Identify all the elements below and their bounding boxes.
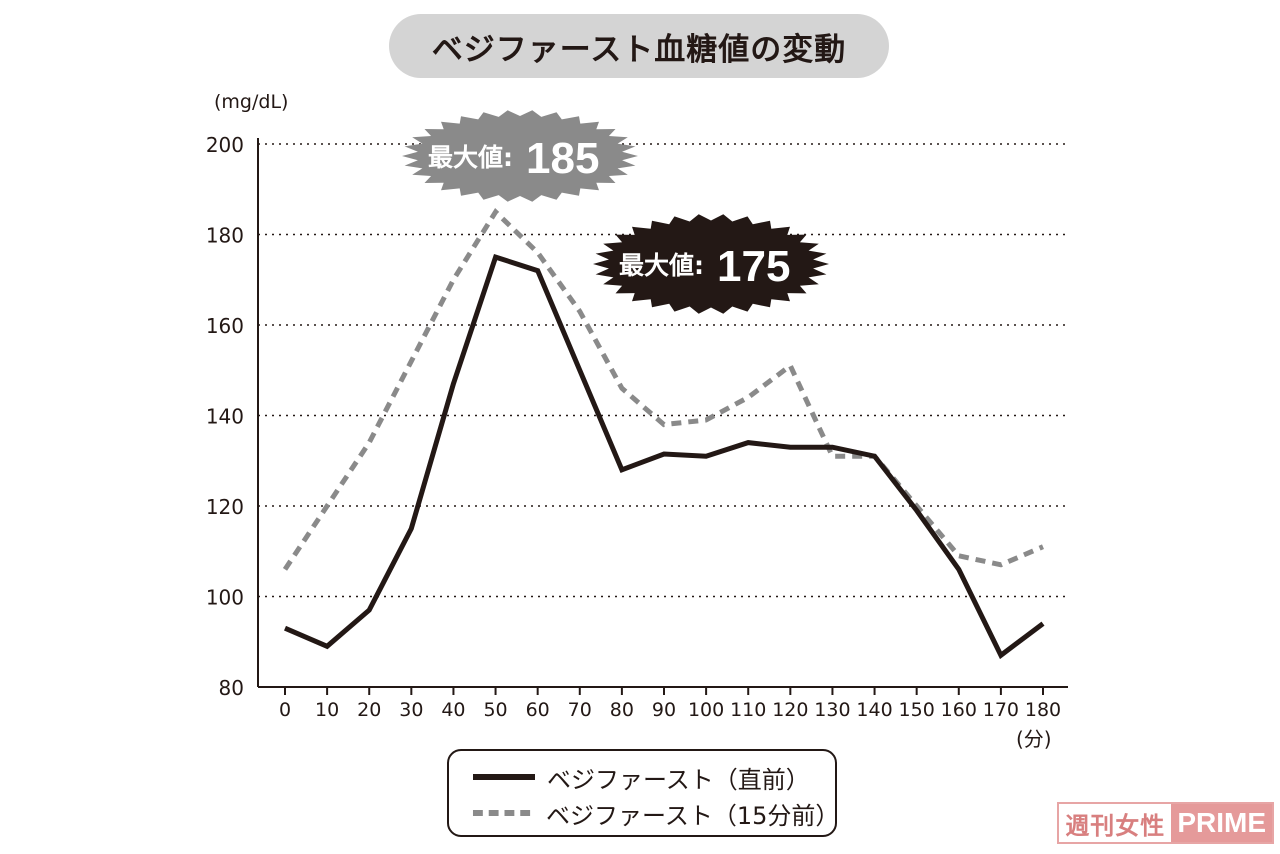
y-tick-label-200: 200 bbox=[206, 133, 244, 157]
x-tick-label-30: 30 bbox=[399, 699, 423, 721]
tick-labels: 80 100 120 140 160 180 200 (mg/dL) 0 10 20 30 40 50 60… bbox=[206, 91, 1061, 751]
y-tick-label-100: 100 bbox=[206, 586, 244, 610]
axes bbox=[257, 138, 1068, 695]
max-annotations: 最大値: 185 最大値: 175 bbox=[402, 110, 829, 314]
max-burst-185 bbox=[402, 110, 638, 202]
max-value-185: 185 bbox=[526, 134, 599, 183]
y-tick-label-120: 120 bbox=[206, 495, 244, 519]
y-tick-label-140: 140 bbox=[206, 405, 244, 429]
max-burst-175 bbox=[593, 214, 829, 314]
x-tick-label-160: 160 bbox=[941, 699, 977, 721]
x-tick-label-170: 170 bbox=[983, 699, 1019, 721]
y-tick-label-180: 180 bbox=[206, 224, 244, 248]
x-tick-label-50: 50 bbox=[483, 699, 507, 721]
series-lines bbox=[282, 207, 1045, 660]
watermark-logo: 週刊女性 PRIME bbox=[1057, 802, 1274, 844]
x-tick-label-130: 130 bbox=[814, 699, 850, 721]
legend-dashed-swatch bbox=[472, 810, 535, 816]
grid-lines bbox=[258, 143, 1068, 598]
x-tick-label-60: 60 bbox=[526, 699, 550, 721]
max-value-175: 175 bbox=[717, 242, 790, 291]
x-tick-label-120: 120 bbox=[772, 699, 808, 721]
y-tick-label-160: 160 bbox=[206, 314, 244, 338]
legend-label-dashed: ベジファースト（15分前） bbox=[546, 801, 840, 830]
watermark-left: 週刊女性 bbox=[1059, 804, 1172, 842]
legend-item-solid: ベジファースト（直前） bbox=[471, 759, 810, 795]
y-tick-label-80: 80 bbox=[219, 676, 244, 700]
x-tick-label-70: 70 bbox=[568, 699, 592, 721]
chart-title-pill: ベジファースト血糖値の変動 bbox=[389, 14, 889, 78]
legend-solid-swatch bbox=[473, 774, 535, 780]
legend: ベジファースト（直前） ベジファースト（15分前） bbox=[447, 749, 840, 837]
x-tick-label-140: 140 bbox=[856, 699, 892, 721]
series-line-just-before bbox=[284, 253, 1045, 660]
x-tick-label-110: 110 bbox=[730, 699, 766, 721]
x-tick-label-150: 150 bbox=[899, 699, 935, 721]
legend-label-solid: ベジファースト（直前） bbox=[547, 765, 810, 794]
max-label-185: 最大値: bbox=[428, 143, 513, 172]
series-line-15min-before bbox=[282, 207, 1044, 571]
watermark-right: PRIME bbox=[1171, 804, 1272, 842]
x-tick-label-90: 90 bbox=[652, 699, 676, 721]
x-tick-label-80: 80 bbox=[610, 699, 634, 721]
x-tick-label-0: 0 bbox=[279, 699, 291, 721]
max-label-175: 最大値: bbox=[619, 251, 704, 280]
x-tick-label-40: 40 bbox=[441, 699, 465, 721]
x-tick-label-100: 100 bbox=[688, 699, 724, 721]
x-axis-unit-label: (分) bbox=[1016, 727, 1052, 751]
legend-item-dashed: ベジファースト（15分前） bbox=[471, 795, 840, 831]
y-axis-unit-label: (mg/dL) bbox=[214, 91, 288, 113]
x-tick-label-180: 180 bbox=[1025, 699, 1061, 721]
chart-title: ベジファースト血糖値の変動 bbox=[431, 31, 847, 68]
x-tick-label-10: 10 bbox=[315, 699, 339, 721]
x-tick-label-20: 20 bbox=[357, 699, 381, 721]
